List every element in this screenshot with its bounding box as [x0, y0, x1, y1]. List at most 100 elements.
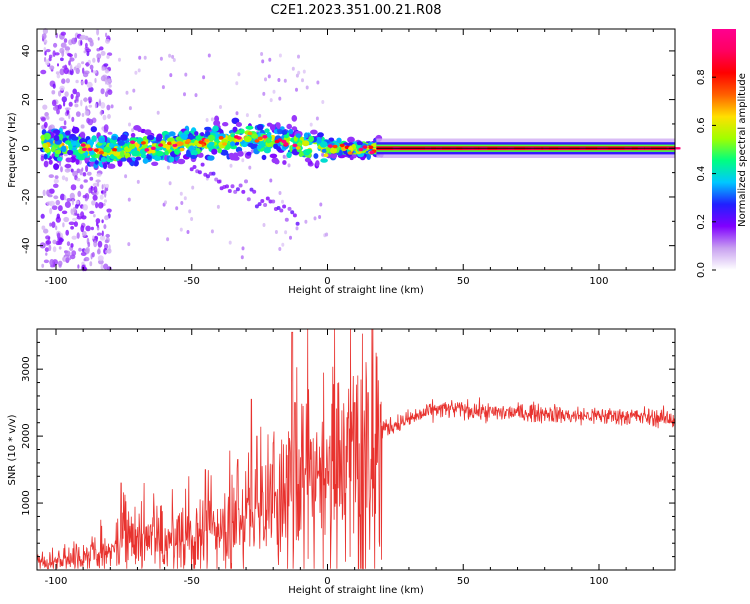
heatmap-cell: [150, 149, 156, 154]
colorbar-ticks: 0.0 0.2 0.4 0.6 0.8: [696, 69, 716, 278]
heatmap-cell: [100, 156, 107, 163]
heatmap-speckle: [100, 102, 106, 109]
heatmap-speckle: [210, 117, 214, 122]
heatmap-speckle: [261, 59, 265, 64]
heatmap-speckle: [57, 63, 59, 67]
heatmap-cell: [72, 141, 77, 146]
heatmap-speckle: [136, 179, 140, 184]
heatmap-cell: [184, 130, 190, 135]
heatmap-speckle: [91, 200, 96, 206]
heatmap-speckle: [103, 199, 107, 203]
heatmap-speckle: [292, 213, 297, 218]
heatmap-cell: [244, 136, 252, 143]
x-tick-label: 50: [457, 276, 470, 287]
heatmap-cell: [264, 128, 270, 133]
heatmap-cell: [144, 129, 152, 136]
heatmap-speckle: [137, 68, 141, 73]
heatmap-cell: [60, 145, 67, 153]
heatmap-cell: [98, 137, 106, 144]
heatmap-speckle: [191, 185, 195, 190]
heatmap-cell: [81, 147, 87, 152]
heatmap-speckle: [168, 181, 172, 186]
heatmap-speckle: [134, 70, 138, 75]
heatmap-speckle: [42, 189, 46, 196]
heatmap-speckle: [284, 217, 289, 222]
heatmap-speckle: [40, 155, 45, 162]
heatmap-speckle: [237, 72, 241, 77]
heatmap-speckle: [138, 55, 142, 60]
heatmap-cell: [276, 122, 281, 130]
heatmap-speckle: [183, 196, 187, 201]
heatmap-speckle: [68, 60, 71, 66]
heatmap-speckle: [97, 202, 104, 209]
heatmap-speckle: [87, 96, 93, 102]
y-tick-label: 20: [21, 93, 32, 106]
heatmap-speckle: [278, 53, 282, 58]
heatmap-cell: [292, 143, 298, 148]
heatmap-cell: [356, 141, 363, 146]
heatmap-cell: [176, 141, 184, 146]
colorbar-tick-label: 0.4: [696, 166, 707, 182]
heatmap-speckle: [164, 200, 167, 205]
heatmap-speckle: [77, 190, 82, 197]
heatmap-speckle: [297, 54, 300, 59]
y-tick-label: 0: [21, 145, 32, 151]
heatmap-speckle: [93, 214, 96, 218]
heatmap-speckle: [73, 67, 77, 71]
heatmap-cell: [207, 134, 215, 142]
heatmap-cell: [93, 148, 99, 152]
heatmap-speckle: [85, 165, 89, 173]
heatmap-speckle: [98, 100, 102, 107]
heatmap-cell: [146, 134, 155, 141]
heatmap-cell: [168, 131, 176, 137]
heatmap-cell: [68, 143, 73, 151]
heatmap-speckle: [84, 79, 88, 85]
snr-y-axis-label: SNR (10 * v/v): [7, 414, 18, 485]
heatmap-speckle: [58, 205, 63, 212]
heatmap-speckle: [278, 96, 282, 101]
heatmap-speckle: [260, 52, 264, 56]
heatmap-speckle: [277, 78, 281, 82]
heatmap-speckle: [90, 226, 94, 231]
heatmap-speckle: [96, 28, 100, 36]
heatmap-speckle: [97, 37, 100, 41]
heatmap-speckle: [100, 50, 106, 56]
heatmap-speckle: [295, 87, 298, 92]
heatmap-speckle: [96, 173, 102, 177]
heatmap-speckle: [192, 165, 197, 169]
x-tick-label: -50: [184, 276, 200, 287]
heatmap-cell: [164, 150, 169, 156]
heatmap-speckle: [85, 61, 90, 67]
heatmap-cell: [366, 153, 372, 161]
heatmap-cell: [205, 131, 211, 137]
heatmap-speckle: [44, 247, 50, 253]
heatmap-speckle: [263, 203, 268, 207]
heatmap-speckle: [49, 207, 53, 215]
heatmap-speckle: [75, 203, 79, 209]
heatmap-speckle: [161, 85, 165, 90]
heatmap-speckle: [72, 88, 77, 95]
heatmap-cell: [326, 146, 331, 153]
heatmap-cell: [130, 140, 136, 144]
heatmap-speckle: [61, 175, 66, 181]
heatmap-speckle: [143, 55, 147, 60]
heatmap-speckle: [66, 198, 72, 202]
spectrogram-y-axis-label: Frequency (Hz): [7, 112, 18, 188]
heatmap-cell: [53, 135, 60, 142]
heatmap-cell: [323, 153, 329, 158]
heatmap-speckle: [65, 229, 69, 236]
heatmap-speckle: [53, 178, 59, 184]
heatmap-speckle: [78, 247, 82, 252]
heatmap-cell: [274, 139, 280, 144]
heatmap-speckle: [105, 183, 109, 189]
heatmap-speckle: [128, 106, 132, 111]
heatmap-speckle: [107, 114, 111, 119]
heatmap-speckle: [85, 48, 91, 53]
heatmap-speckle: [45, 115, 50, 120]
heatmap-cell: [348, 146, 353, 151]
heatmap-cell: [254, 139, 260, 143]
heatmap-cell: [107, 163, 116, 169]
colorbar-tick-label: 0.0: [696, 262, 707, 278]
heatmap-speckle: [61, 78, 66, 84]
spectrogram-x-axis-label: Height of straight line (km): [288, 285, 424, 296]
